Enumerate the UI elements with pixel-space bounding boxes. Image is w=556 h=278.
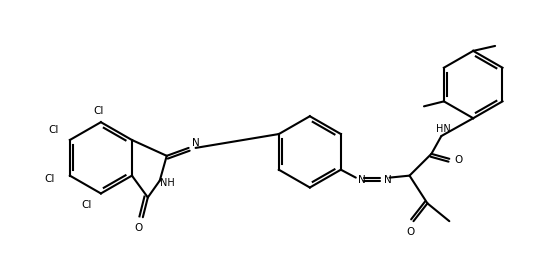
Text: N: N bbox=[358, 175, 366, 185]
Text: O: O bbox=[454, 155, 463, 165]
Text: N: N bbox=[384, 175, 391, 185]
Text: Cl: Cl bbox=[82, 200, 92, 210]
Text: O: O bbox=[135, 223, 143, 233]
Text: O: O bbox=[406, 227, 415, 237]
Text: Cl: Cl bbox=[45, 173, 55, 183]
Text: N: N bbox=[192, 138, 200, 148]
Text: HN: HN bbox=[436, 124, 451, 134]
Text: NH: NH bbox=[160, 178, 175, 188]
Text: Cl: Cl bbox=[49, 125, 59, 135]
Text: Cl: Cl bbox=[94, 106, 104, 116]
